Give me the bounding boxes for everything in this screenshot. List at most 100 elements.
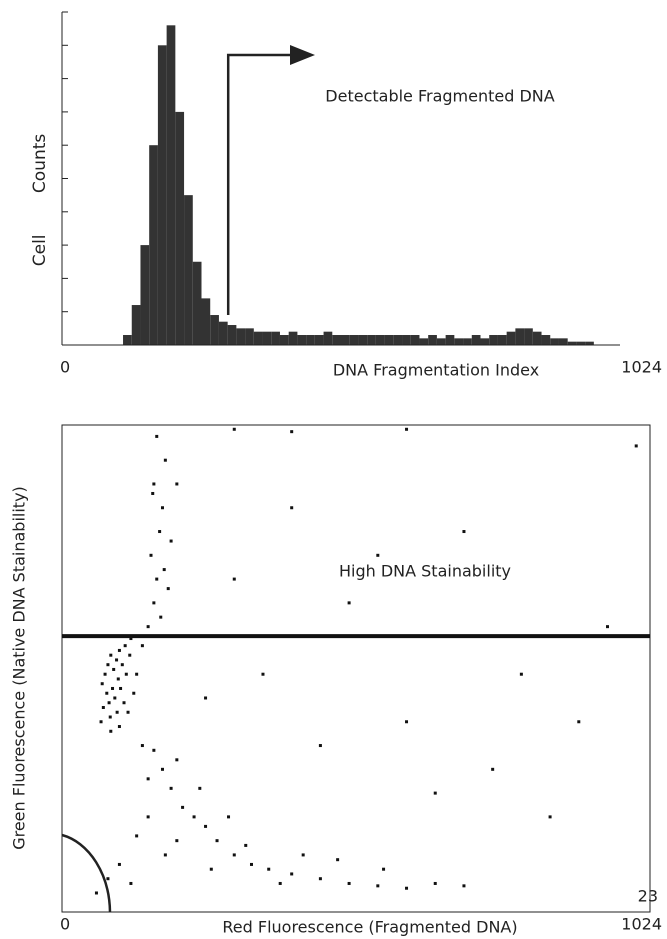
point	[116, 677, 120, 681]
point	[462, 530, 466, 534]
histogram-bar	[515, 328, 525, 345]
histogram-bar	[157, 45, 167, 346]
point	[109, 653, 113, 657]
point	[166, 587, 170, 591]
point	[120, 663, 124, 667]
point	[318, 744, 322, 748]
histogram-bar	[149, 145, 158, 345]
point	[347, 601, 351, 605]
point	[117, 862, 121, 866]
point	[105, 691, 109, 695]
point	[119, 686, 123, 690]
point	[433, 881, 437, 885]
point	[115, 710, 119, 714]
point	[290, 506, 294, 510]
point	[301, 853, 305, 857]
histogram-bar	[271, 331, 280, 345]
point	[548, 815, 552, 819]
point	[198, 786, 202, 790]
point	[128, 653, 132, 657]
histogram-bar	[585, 341, 594, 345]
histogram-bar	[480, 338, 490, 345]
point	[181, 805, 185, 809]
histogram-bar	[306, 335, 315, 345]
histogram-bar	[384, 335, 394, 345]
annotation: High DNA Stainability	[339, 562, 511, 581]
histogram-bar	[332, 335, 341, 345]
histogram-bar	[393, 335, 403, 345]
point	[100, 682, 104, 686]
point	[204, 696, 208, 700]
point	[113, 696, 117, 700]
point	[232, 577, 236, 581]
plot-frame	[61, 424, 651, 913]
histogram-bar	[218, 321, 228, 345]
histogram-bar	[419, 338, 429, 345]
histogram-bar	[297, 335, 307, 345]
point	[249, 862, 253, 866]
point	[106, 663, 110, 667]
point	[132, 691, 136, 695]
point	[232, 853, 236, 857]
histogram-bar	[489, 335, 498, 345]
point	[149, 553, 153, 557]
point	[152, 748, 156, 752]
point	[140, 644, 144, 648]
histogram-bar	[184, 195, 193, 345]
point	[155, 577, 159, 581]
point	[126, 710, 130, 714]
point	[405, 886, 409, 890]
histogram-bar	[262, 331, 272, 345]
histogram-bar	[323, 331, 333, 345]
point	[232, 427, 236, 431]
point	[433, 791, 437, 795]
histogram-bar	[140, 245, 150, 345]
point	[169, 539, 173, 543]
point	[163, 458, 167, 462]
x-tick-label: 0	[60, 358, 70, 377]
point	[146, 815, 150, 819]
point	[162, 568, 166, 572]
point	[155, 434, 159, 438]
point	[135, 672, 139, 676]
y-axis-label: Cell Counts	[30, 134, 50, 267]
histogram-bar	[358, 335, 368, 345]
histogram-bar	[506, 331, 516, 345]
histogram-bar	[236, 328, 246, 345]
point	[123, 644, 127, 648]
point	[519, 672, 523, 676]
point	[376, 884, 380, 888]
point	[376, 553, 380, 557]
histogram-bar	[201, 298, 211, 345]
histogram-bar	[314, 335, 324, 345]
gate-arrow	[226, 45, 315, 315]
histogram-bar	[123, 335, 132, 345]
point	[129, 637, 133, 641]
histogram-bar	[567, 341, 577, 345]
x-axis-label: Red Fluorescence (Fragmented DNA)	[222, 918, 517, 937]
point	[146, 625, 150, 629]
point	[290, 430, 294, 434]
histogram-bar	[341, 335, 350, 345]
point	[192, 815, 196, 819]
x-tick-label: 1024	[621, 915, 662, 934]
point	[122, 701, 126, 705]
histogram-bar	[428, 335, 437, 345]
point	[101, 705, 105, 709]
histogram-bar	[445, 335, 455, 345]
histogram-bar	[175, 111, 185, 346]
histogram-bar	[245, 328, 254, 345]
histogram-bar	[367, 335, 376, 345]
gate-curve	[61, 833, 112, 913]
point	[204, 824, 208, 828]
histogram-bar	[471, 335, 481, 345]
point	[175, 758, 179, 762]
point	[152, 482, 156, 486]
point	[108, 715, 112, 719]
point	[169, 786, 173, 790]
histogram-bar	[558, 338, 568, 345]
annotation: Detectable Fragmented DNA	[325, 87, 554, 106]
point	[462, 884, 466, 888]
histogram-bar	[410, 335, 420, 345]
